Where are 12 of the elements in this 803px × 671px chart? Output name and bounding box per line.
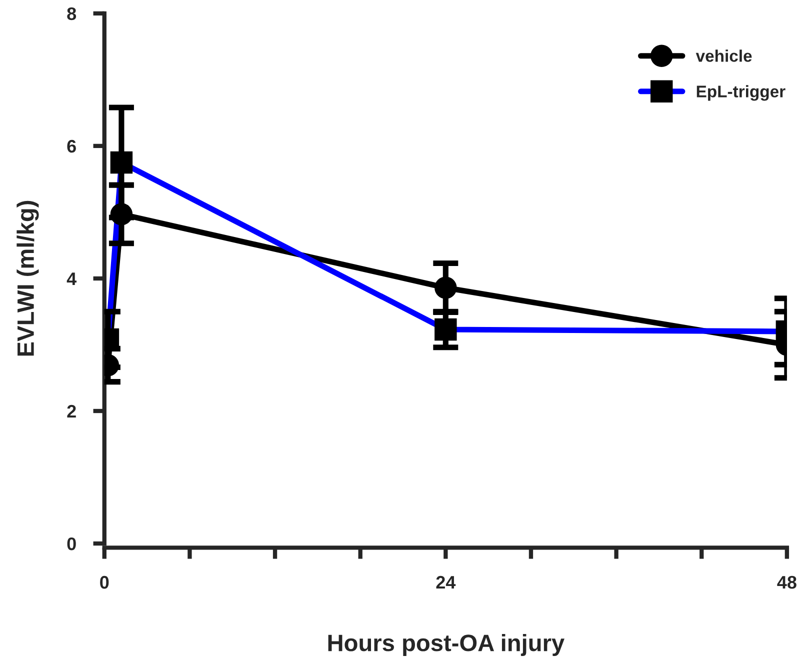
x-tick-label: 24	[436, 576, 456, 589]
legend-label: vehicle	[696, 50, 752, 62]
y-tick-label: 8	[67, 7, 76, 20]
x-tick-label: 0	[100, 576, 109, 589]
y-tick-label: 0	[67, 537, 76, 550]
y-tick-label: 6	[67, 140, 76, 153]
y-axis-title: EVLWI (ml/kg)	[16, 200, 39, 356]
x-axis-title: Hours post-OA injury	[328, 634, 564, 656]
y-tick-label: 4	[66, 272, 77, 286]
y-tick-label: 2	[67, 404, 76, 418]
x-tick-label: 48	[777, 576, 796, 589]
legend-label: EpL-trigger	[696, 85, 786, 101]
